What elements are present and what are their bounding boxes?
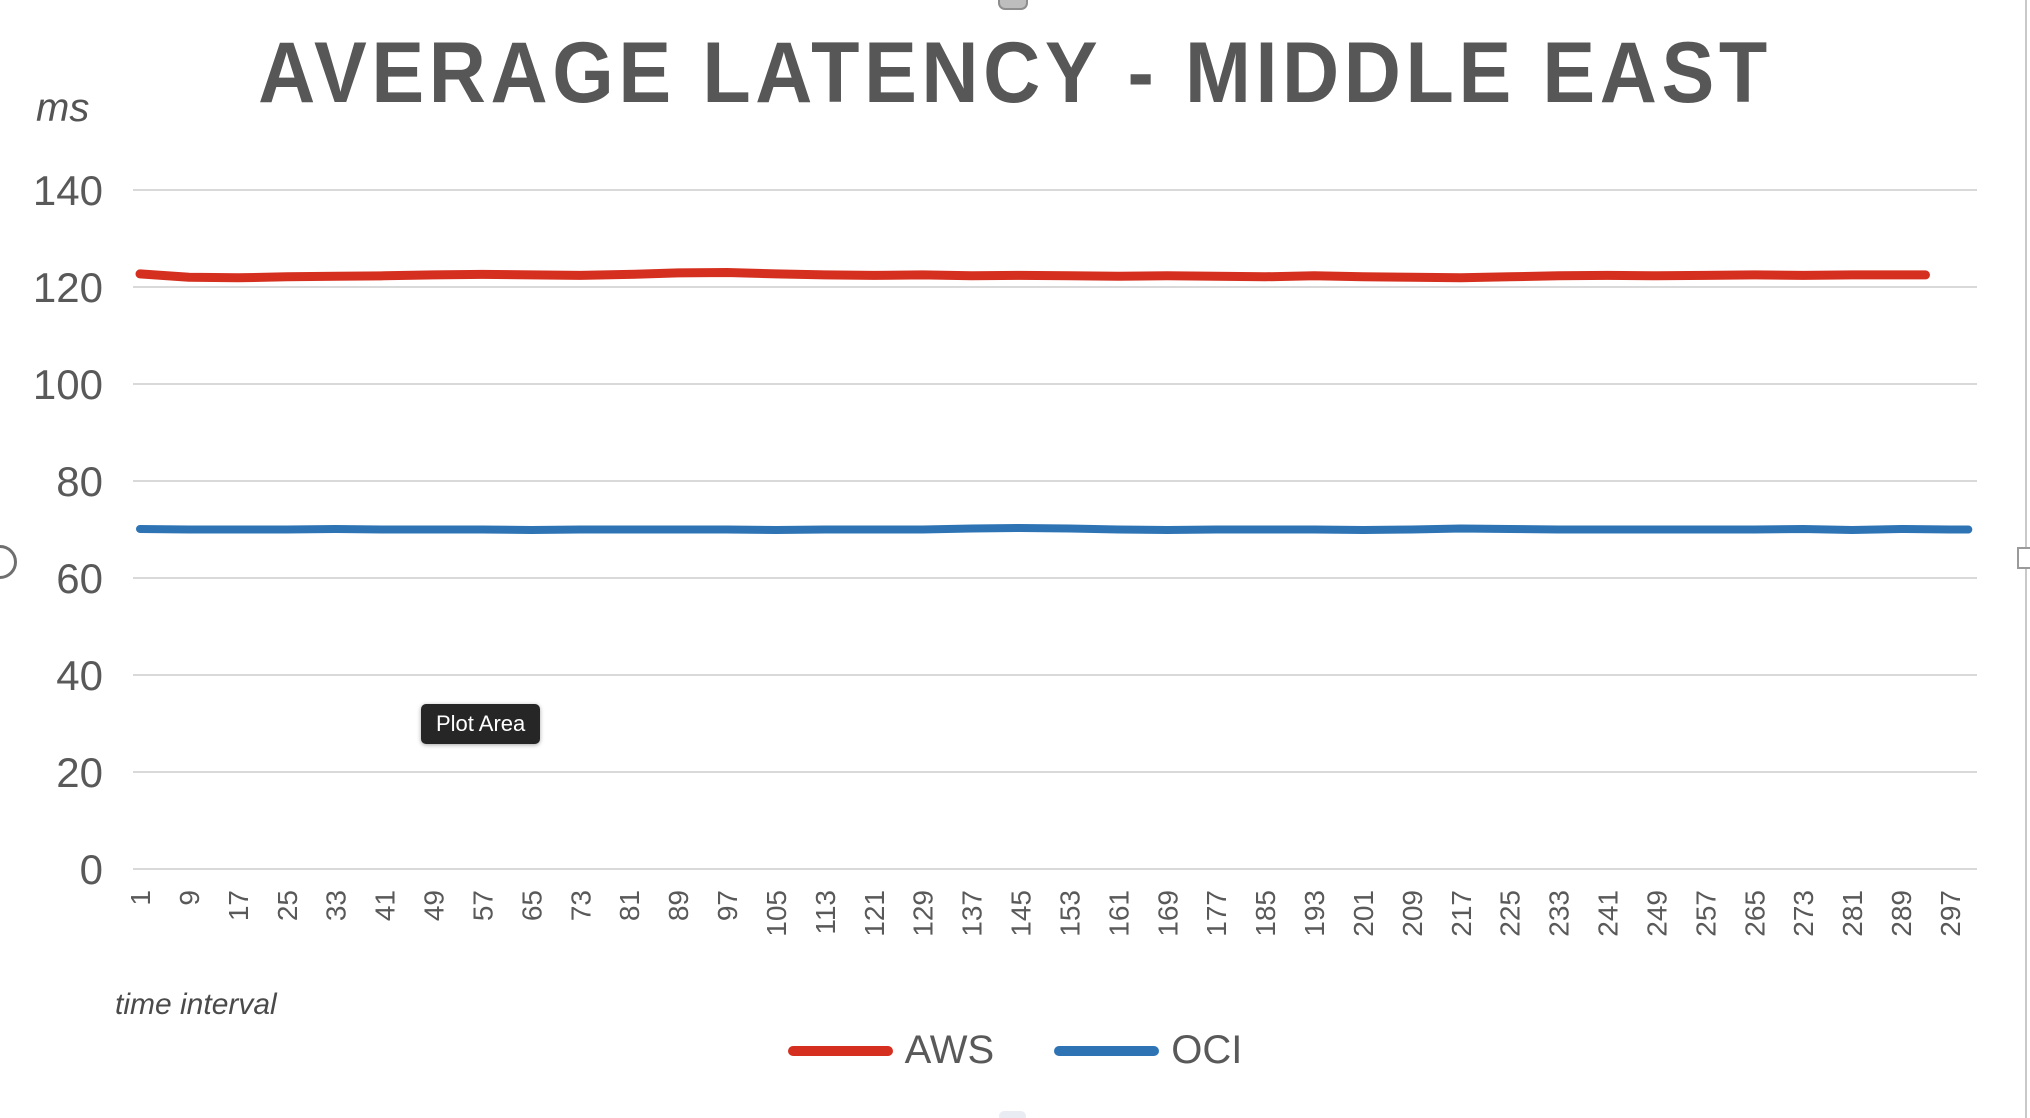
- x-tick-label-145: 145: [1006, 890, 1037, 937]
- y-axis-title[interactable]: ms: [36, 86, 90, 130]
- x-tick-label-1: 1: [125, 890, 156, 906]
- x-tick-label-297: 297: [1935, 890, 1966, 937]
- legend-label-oci: OCI: [1171, 1028, 1243, 1072]
- plot-area[interactable]: [133, 150, 1977, 869]
- y-tick-label-140: 140: [33, 167, 103, 214]
- x-tick-label-49: 49: [419, 890, 450, 921]
- x-tick-label-41: 41: [370, 890, 401, 921]
- x-tick-label-241: 241: [1593, 890, 1624, 937]
- selection-handle-right[interactable]: [2017, 547, 2030, 569]
- x-tick-label-217: 217: [1446, 890, 1477, 937]
- x-tick-label-233: 233: [1544, 890, 1575, 937]
- chart-legend[interactable]: AWS OCI: [0, 1028, 2030, 1073]
- series-line-aws[interactable]: [135, 268, 1930, 283]
- chart-title[interactable]: AVERAGE LATENCY - MIDDLE EAST: [258, 25, 1772, 121]
- x-tick-label-193: 193: [1299, 890, 1330, 937]
- x-tick-label-249: 249: [1641, 890, 1672, 937]
- x-tick-label-257: 257: [1690, 890, 1721, 937]
- x-tick-label-265: 265: [1739, 890, 1770, 937]
- series-line-oci[interactable]: [136, 524, 1973, 534]
- x-tick-label-65: 65: [516, 890, 547, 921]
- selection-handle-top[interactable]: [998, 0, 1028, 10]
- x-tick-label-281: 281: [1837, 890, 1868, 937]
- x-tick-label-273: 273: [1788, 890, 1819, 937]
- x-tick-label-105: 105: [761, 890, 792, 937]
- plot-area-tooltip: Plot Area: [421, 704, 541, 744]
- x-tick-label-185: 185: [1250, 890, 1281, 937]
- y-tick-label-40: 40: [56, 652, 103, 699]
- x-axis-title[interactable]: time interval: [115, 988, 277, 1021]
- x-tick-label-225: 225: [1495, 890, 1526, 937]
- legend-swatch-aws: [787, 1045, 893, 1056]
- legend-swatch-oci: [1054, 1045, 1160, 1056]
- x-tick-label-17: 17: [223, 890, 254, 921]
- x-tick-label-177: 177: [1201, 890, 1232, 937]
- x-tick-label-201: 201: [1348, 890, 1379, 937]
- x-tick-label-25: 25: [272, 890, 303, 921]
- x-tick-label-113: 113: [810, 890, 841, 935]
- x-tick-label-169: 169: [1152, 890, 1183, 937]
- y-tick-label-100: 100: [33, 361, 103, 408]
- x-tick-label-121: 121: [859, 890, 890, 937]
- x-tick-label-289: 289: [1886, 890, 1917, 937]
- legend-label-aws: AWS: [904, 1028, 995, 1072]
- legend-item-aws[interactable]: AWS: [787, 1028, 995, 1073]
- selection-handle-bottom[interactable]: [999, 1111, 1026, 1118]
- x-tick-label-9: 9: [174, 890, 205, 906]
- legend-item-oci[interactable]: OCI: [1054, 1028, 1242, 1073]
- y-tick-label-120: 120: [33, 264, 103, 311]
- x-tick-label-33: 33: [321, 890, 352, 921]
- x-tick-label-137: 137: [957, 890, 988, 937]
- x-tick-label-89: 89: [663, 890, 694, 921]
- x-tick-label-153: 153: [1054, 890, 1085, 937]
- x-tick-label-73: 73: [565, 890, 596, 921]
- y-tick-label-80: 80: [56, 458, 103, 505]
- x-tick-label-209: 209: [1397, 890, 1428, 937]
- x-tick-label-81: 81: [614, 890, 645, 921]
- x-tick-label-161: 161: [1103, 890, 1134, 937]
- y-tick-label-0: 0: [80, 846, 103, 893]
- x-tick-label-97: 97: [712, 890, 743, 921]
- x-tick-label-129: 129: [908, 890, 939, 937]
- y-tick-label-60: 60: [56, 555, 103, 602]
- x-tick-label-57: 57: [467, 890, 498, 921]
- y-tick-label-20: 20: [56, 749, 103, 796]
